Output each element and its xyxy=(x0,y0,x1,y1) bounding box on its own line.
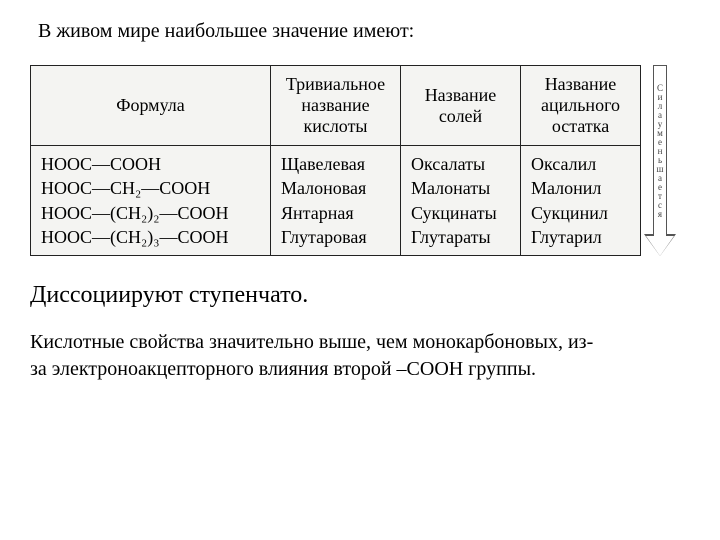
statement-dissociation: Диссоциируют ступенчато. xyxy=(30,282,690,309)
arrow-label: Силауменьшается xyxy=(657,84,664,219)
acyl-line: Сукцинил xyxy=(531,201,630,225)
formula-line: HOOC—(CH₂)₃—COOH xyxy=(41,225,260,249)
intro-text: В живом мире наибольшее значение имеют: xyxy=(38,20,690,43)
acyl-line: Оксалил xyxy=(531,152,630,176)
col-trivial: Тривиальное название кислоты xyxy=(271,66,401,146)
acyl-line: Малонил xyxy=(531,176,630,200)
cell-formulas: HOOC—COOH HOOC—CH₂—COOH HOOC—(CH₂)₂—COOH… xyxy=(31,146,271,256)
col-formula: Формула xyxy=(31,66,271,146)
trivial-line: Щавелевая xyxy=(281,152,390,176)
trivial-line: Малоновая xyxy=(281,176,390,200)
table-with-arrow: Формула Тривиальное название кислоты Наз… xyxy=(30,65,690,256)
table-row: HOOC—COOH HOOC—CH₂—COOH HOOC—(CH₂)₂—COOH… xyxy=(31,146,641,256)
arrow-head-icon xyxy=(646,236,674,256)
cell-trivial: Щавелевая Малоновая Янтарная Глутаровая xyxy=(271,146,401,256)
strength-arrow: Силауменьшается xyxy=(649,65,671,256)
col-acyl: Название ацильного остатка xyxy=(521,66,641,146)
salt-line: Оксалаты xyxy=(411,152,510,176)
cell-acyl: Оксалил Малонил Сукцинил Глутарил xyxy=(521,146,641,256)
acyl-line: Глутарил xyxy=(531,225,630,249)
formula-line: HOOC—(CH₂)₂—COOH xyxy=(41,201,260,225)
table-header-row: Формула Тривиальное название кислоты Наз… xyxy=(31,66,641,146)
salt-line: Сукцинаты xyxy=(411,201,510,225)
arrow-shaft: Силауменьшается xyxy=(653,65,667,237)
statement-acidity: Кислотные свойства значительно выше, чем… xyxy=(30,329,610,383)
formula-line: HOOC—COOH xyxy=(41,152,260,176)
formula-line: HOOC—CH₂—COOH xyxy=(41,176,260,200)
trivial-line: Глутаровая xyxy=(281,225,390,249)
col-salts: Название солей xyxy=(401,66,521,146)
cell-salts: Оксалаты Малонаты Сукцинаты Глутараты xyxy=(401,146,521,256)
salt-line: Глутараты xyxy=(411,225,510,249)
acids-table: Формула Тривиальное название кислоты Наз… xyxy=(30,65,641,256)
trivial-line: Янтарная xyxy=(281,201,390,225)
salt-line: Малонаты xyxy=(411,176,510,200)
